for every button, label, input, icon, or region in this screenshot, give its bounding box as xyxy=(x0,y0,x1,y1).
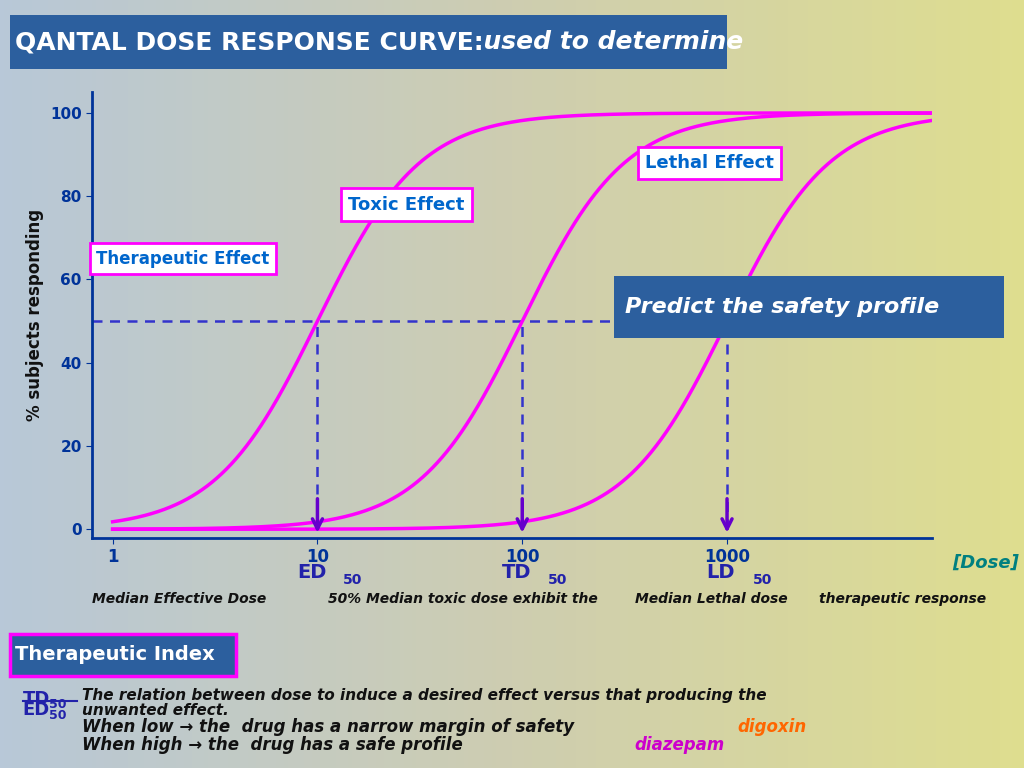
Text: 50: 50 xyxy=(49,710,67,722)
Text: Median Lethal dose: Median Lethal dose xyxy=(635,592,787,606)
Text: LD: LD xyxy=(707,563,735,581)
Text: digoxin: digoxin xyxy=(737,718,807,737)
Text: Toxic Effect: Toxic Effect xyxy=(348,196,465,214)
Text: diazepam: diazepam xyxy=(635,736,725,754)
Text: unwanted effect.: unwanted effect. xyxy=(82,703,228,718)
Text: Median Effective Dose: Median Effective Dose xyxy=(92,592,266,606)
Y-axis label: % subjects responding: % subjects responding xyxy=(27,209,44,421)
Text: 50% Median toxic dose exhibit the: 50% Median toxic dose exhibit the xyxy=(328,592,597,606)
Text: Predict the safety profile: Predict the safety profile xyxy=(625,297,939,317)
Text: Lethal Effect: Lethal Effect xyxy=(645,154,774,172)
Text: 50: 50 xyxy=(49,698,67,710)
Text: 50: 50 xyxy=(753,573,772,587)
Text: used to determine: used to determine xyxy=(466,30,743,55)
Text: ED: ED xyxy=(23,701,50,720)
Text: The relation between dose to induce a desired effect versus that producing the: The relation between dose to induce a de… xyxy=(82,687,767,703)
Text: therapeutic response: therapeutic response xyxy=(819,592,986,606)
Text: When low → the  drug has a narrow margin of safety: When low → the drug has a narrow margin … xyxy=(82,718,586,737)
Text: QANTAL DOSE RESPONSE CURVE:: QANTAL DOSE RESPONSE CURVE: xyxy=(15,30,484,55)
Text: 50: 50 xyxy=(548,573,567,587)
Text: Therapeutic Index: Therapeutic Index xyxy=(15,645,215,664)
Text: [Dose]: [Dose] xyxy=(952,554,1019,571)
Text: Therapeutic Effect: Therapeutic Effect xyxy=(96,250,269,268)
Text: 50: 50 xyxy=(343,573,362,587)
Text: When high → the  drug has a safe profile: When high → the drug has a safe profile xyxy=(82,736,474,754)
Text: ED: ED xyxy=(297,563,327,581)
Text: TD: TD xyxy=(23,690,50,708)
Text: TD: TD xyxy=(502,563,531,581)
